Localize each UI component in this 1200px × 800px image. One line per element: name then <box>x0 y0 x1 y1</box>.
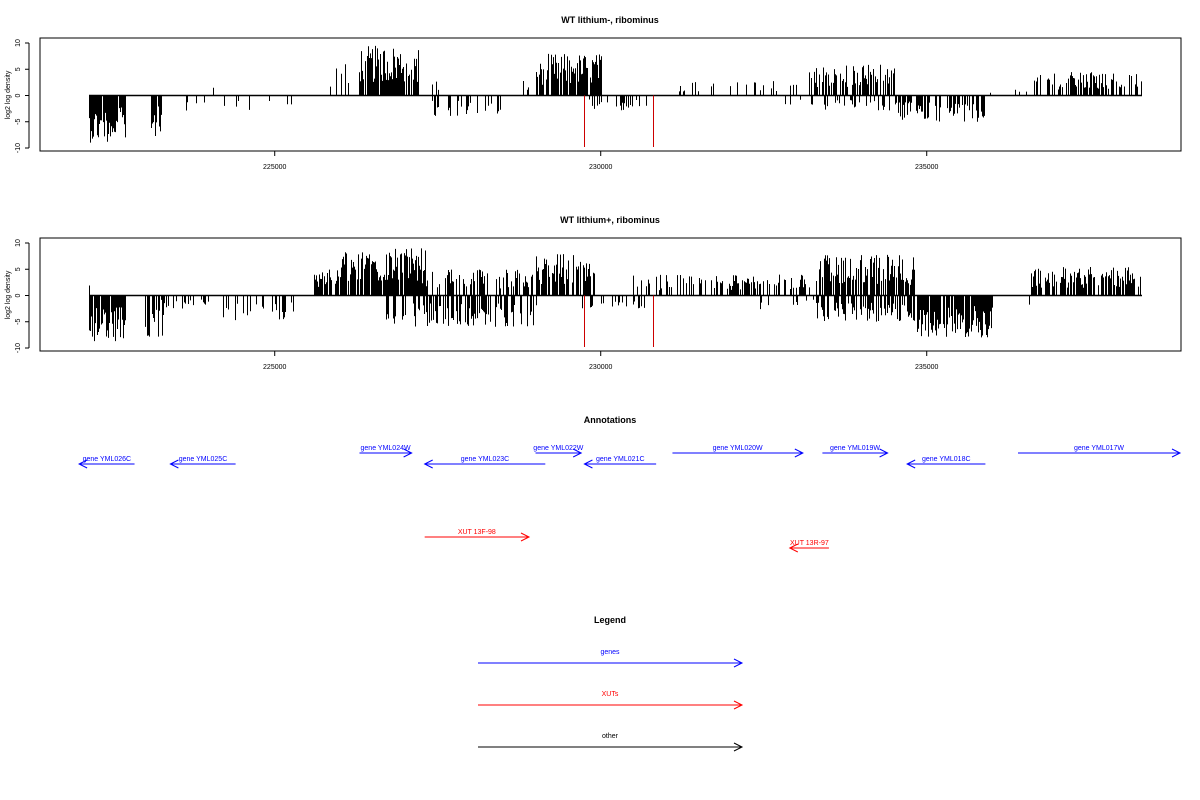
arrowhead <box>403 448 413 458</box>
gene-label: gene YML024W <box>361 445 411 452</box>
arrowhead <box>879 448 889 458</box>
y-tick-label: -10 <box>15 343 22 353</box>
gene-feature: gene YML020W <box>672 445 804 458</box>
arrowhead <box>733 742 744 752</box>
arrowhead <box>423 459 433 469</box>
arrowhead <box>583 459 593 469</box>
gene-feature: gene YML025C <box>169 456 236 469</box>
annotation-features: gene YML026C gene YML025C gene YML024W gene… <box>78 445 1182 553</box>
legend-label: XUTs <box>602 691 619 698</box>
y-tick-label: -10 <box>15 143 22 153</box>
arrowhead <box>733 658 744 668</box>
arrowhead <box>788 543 799 553</box>
x-tick-label: 235000 <box>915 364 938 371</box>
arrowhead <box>78 459 88 469</box>
gene-label: gene YML026C <box>83 456 132 463</box>
panel-title: WT lithium-, ribominus <box>561 15 659 25</box>
gene-feature: gene YML024W <box>359 445 413 458</box>
gene-label: gene YML018C <box>922 456 971 463</box>
gene-label: gene YML020W <box>713 445 763 452</box>
signal-bars <box>89 45 1142 143</box>
y-tick-label: 0 <box>15 93 22 97</box>
gene-feature: gene YML017W <box>1018 445 1182 458</box>
xut-feature: XUT 13R-97 <box>788 540 829 553</box>
y-axis: 10 5 0 -5 -10 <box>15 239 30 353</box>
legend-label: other <box>602 733 619 740</box>
x-tick-label: 225000 <box>263 164 286 171</box>
gene-label: gene YML019W <box>830 445 880 452</box>
y-tick-label: 10 <box>15 39 22 47</box>
red-marker-lines <box>584 295 654 347</box>
y-tick-label: -5 <box>15 119 22 125</box>
track-panel-lithium-plus: WT lithium+, ribominus log2 log density … <box>5 215 1182 371</box>
arrowhead <box>520 532 531 542</box>
x-axis: 225000 230000 235000 <box>263 351 939 371</box>
arrowhead <box>794 448 804 458</box>
xut-label: XUT 13F-98 <box>458 529 496 536</box>
gene-feature: gene YML026C <box>78 456 135 469</box>
panel-title: WT lithium+, ribominus <box>560 215 660 225</box>
y-tick-label: 10 <box>15 239 22 247</box>
x-axis: 225000 230000 235000 <box>263 151 939 171</box>
gene-feature: gene YML021C <box>583 456 657 469</box>
xut-label: XUT 13R-97 <box>790 540 829 547</box>
plot-frame <box>39 37 1182 152</box>
gene-label: gene YML021C <box>596 456 645 463</box>
gene-feature: gene YML023C <box>423 456 546 469</box>
gene-label: gene YML022W <box>533 445 583 452</box>
gene-label: gene YML025C <box>179 456 228 463</box>
signal-bars <box>89 248 1141 342</box>
y-tick-label: 5 <box>15 67 22 71</box>
x-tick-label: 225000 <box>263 364 286 371</box>
arrowhead <box>1171 448 1182 458</box>
arrowhead <box>906 459 916 469</box>
gene-feature: gene YML022W <box>533 445 584 458</box>
gene-feature: gene YML018C <box>906 456 986 469</box>
arrowhead <box>572 448 583 458</box>
legend-item-genes: genes <box>478 649 744 668</box>
gene-feature: gene YML019W <box>822 445 889 458</box>
legend-label: genes <box>600 649 620 656</box>
annotations-section: Annotations gene YML026C gene YML025Cgene… <box>78 415 1182 553</box>
arrowhead <box>169 459 179 469</box>
annotations-title: Annotations <box>584 415 637 425</box>
gene-label: gene YML023C <box>461 456 510 463</box>
arrowhead <box>733 700 744 710</box>
legend-items: genes XUTs other <box>478 649 744 752</box>
y-tick-label: 0 <box>15 293 22 297</box>
legend: Legend genes XUTs other <box>478 615 744 752</box>
gene-label: gene YML017W <box>1074 445 1124 452</box>
y-axis-label: log2 log density <box>5 70 12 119</box>
y-axis: 10 5 0 -5 -10 <box>15 39 30 153</box>
x-tick-label: 230000 <box>589 164 612 171</box>
plot-frame <box>39 237 1182 352</box>
x-tick-label: 235000 <box>915 164 938 171</box>
legend-item-xuts: XUTs <box>478 691 744 710</box>
y-tick-label: 5 <box>15 267 22 271</box>
legend-title: Legend <box>594 615 626 625</box>
x-tick-label: 230000 <box>589 364 612 371</box>
red-marker-lines <box>584 95 654 147</box>
xut-feature: XUT 13F-98 <box>424 529 531 542</box>
legend-item-other: other <box>478 733 744 752</box>
y-axis-label: log2 log density <box>5 270 12 319</box>
track-panel-lithium-minus: WT lithium-, ribominus log2 log density … <box>5 15 1182 171</box>
y-tick-label: -5 <box>15 319 22 325</box>
